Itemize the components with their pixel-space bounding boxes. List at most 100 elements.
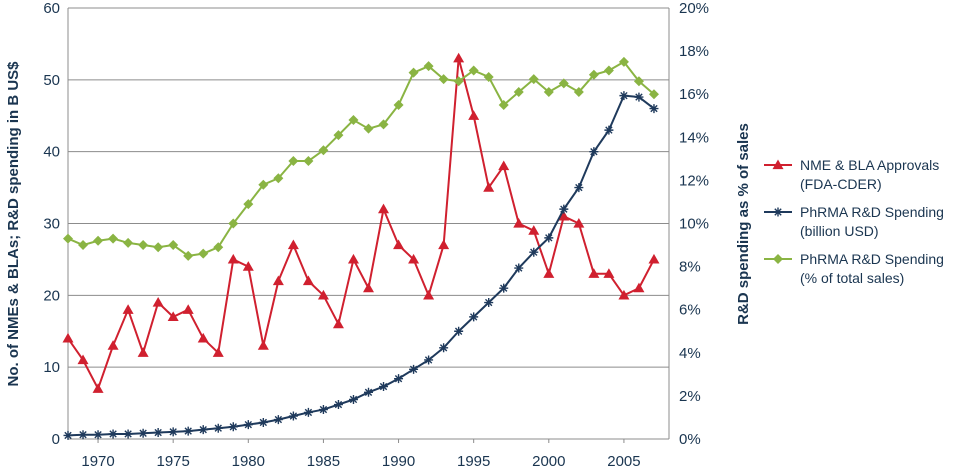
series: [62, 52, 660, 440]
data-point: [498, 160, 510, 171]
data-point: [423, 61, 434, 72]
data-point: [333, 400, 343, 410]
data-point: [332, 318, 344, 329]
data-point: [108, 429, 118, 439]
data-point: [528, 225, 540, 235]
legend-item-1: NME & BLA Approvals (FDA-CDER): [764, 157, 939, 192]
data-point: [62, 332, 74, 343]
data-point: [197, 332, 209, 343]
legend-label: NME & BLA Approvals: [800, 157, 939, 173]
legend-label: PhRMA R&D Spending: [800, 251, 944, 267]
series-line: [67, 57, 655, 390]
data-point: [348, 115, 359, 126]
data-point: [499, 283, 509, 293]
data-point: [273, 173, 284, 184]
data-point: [424, 355, 434, 365]
data-point: [484, 298, 494, 308]
data-point: [183, 250, 194, 261]
data-point: [138, 428, 148, 438]
y2-tick-label: 20%: [679, 0, 709, 17]
y-axis-title: No. of NMEs & BLAs; R&D spending in B US…: [5, 61, 22, 387]
y-tick-label: 30: [43, 216, 60, 233]
data-point: [168, 427, 178, 437]
data-point: [212, 347, 224, 357]
data-point: [243, 199, 254, 210]
y2-tick-label: 14%: [679, 129, 709, 146]
data-point: [138, 240, 149, 251]
data-point: [152, 297, 164, 307]
data-point: [772, 159, 784, 170]
data-point: [77, 354, 89, 365]
data-point: [438, 74, 449, 85]
data-point: [257, 340, 269, 350]
data-point: [453, 52, 465, 63]
data-point: [318, 405, 328, 415]
data-point: [588, 69, 599, 80]
data-point: [559, 204, 569, 214]
data-point: [363, 123, 374, 134]
data-point: [183, 426, 193, 436]
x-tick-label: 1980: [232, 453, 265, 470]
data-point: [528, 74, 539, 85]
data-point: [348, 394, 358, 404]
data-point: [423, 289, 435, 300]
series-1: [62, 52, 660, 393]
data-point: [409, 364, 419, 374]
data-point: [468, 110, 480, 120]
gridlines: [68, 7, 669, 368]
data-point: [498, 99, 509, 110]
data-point: [198, 425, 208, 435]
x-tick-label: 2005: [607, 453, 640, 470]
data-point: [347, 253, 359, 264]
data-point: [603, 65, 614, 76]
data-point: [287, 239, 299, 250]
legend: NME & BLA Approvals (FDA-CDER) PhRMA R&D S…: [764, 157, 944, 286]
y2-tick-label: 6%: [679, 302, 701, 319]
data-point: [258, 417, 268, 427]
data-point: [227, 253, 239, 264]
data-point: [272, 275, 284, 286]
x-tick-label: 2000: [532, 453, 565, 470]
y2-axis-ticks: 0% 2% 4% 6% 8% 10% 12% 14% 16% 18% 20%: [679, 0, 709, 448]
data-point: [773, 254, 783, 264]
series-line: [67, 60, 655, 257]
data-point: [468, 65, 479, 76]
y-tick-label: 0: [52, 431, 60, 448]
data-point: [483, 182, 495, 192]
data-point: [483, 71, 494, 82]
data-point: [529, 247, 539, 257]
data-point: [108, 233, 119, 244]
data-point: [228, 422, 238, 432]
data-point: [618, 56, 629, 67]
data-point: [453, 76, 464, 87]
data-point: [513, 218, 525, 228]
y-tick-label: 10: [43, 359, 60, 376]
data-point: [558, 210, 570, 221]
y2-tick-label: 10%: [679, 216, 709, 233]
data-point: [198, 248, 209, 259]
data-point: [513, 87, 524, 98]
series-line: [67, 94, 655, 437]
y-tick-label: 60: [43, 0, 60, 17]
data-point: [573, 87, 584, 98]
legend-item-2: PhRMA R&D Spending (billion USD): [764, 204, 944, 239]
data-point: [213, 242, 224, 253]
data-point: [574, 183, 584, 193]
legend-label: (% of total sales): [800, 270, 904, 286]
y2-tick-label: 12%: [679, 172, 709, 189]
y2-tick-label: 18%: [679, 43, 709, 60]
data-point: [588, 268, 600, 278]
data-point: [182, 304, 194, 314]
data-point: [78, 240, 89, 251]
data-point: [438, 239, 450, 250]
y-axis-ticks: 0 10 20 30 40 50 60: [43, 0, 60, 448]
data-point: [63, 430, 73, 440]
legend-label: PhRMA R&D Spending: [800, 204, 944, 220]
data-point: [137, 347, 149, 357]
y-tick-label: 50: [43, 72, 60, 89]
data-point: [543, 87, 554, 98]
x-tick-label: 1985: [307, 453, 340, 470]
data-point: [393, 99, 404, 110]
x-axis-ticks: 1970 1975 1980 1985 1990 1995 2000 2005: [81, 439, 641, 470]
y2-tick-label: 2%: [679, 388, 701, 405]
